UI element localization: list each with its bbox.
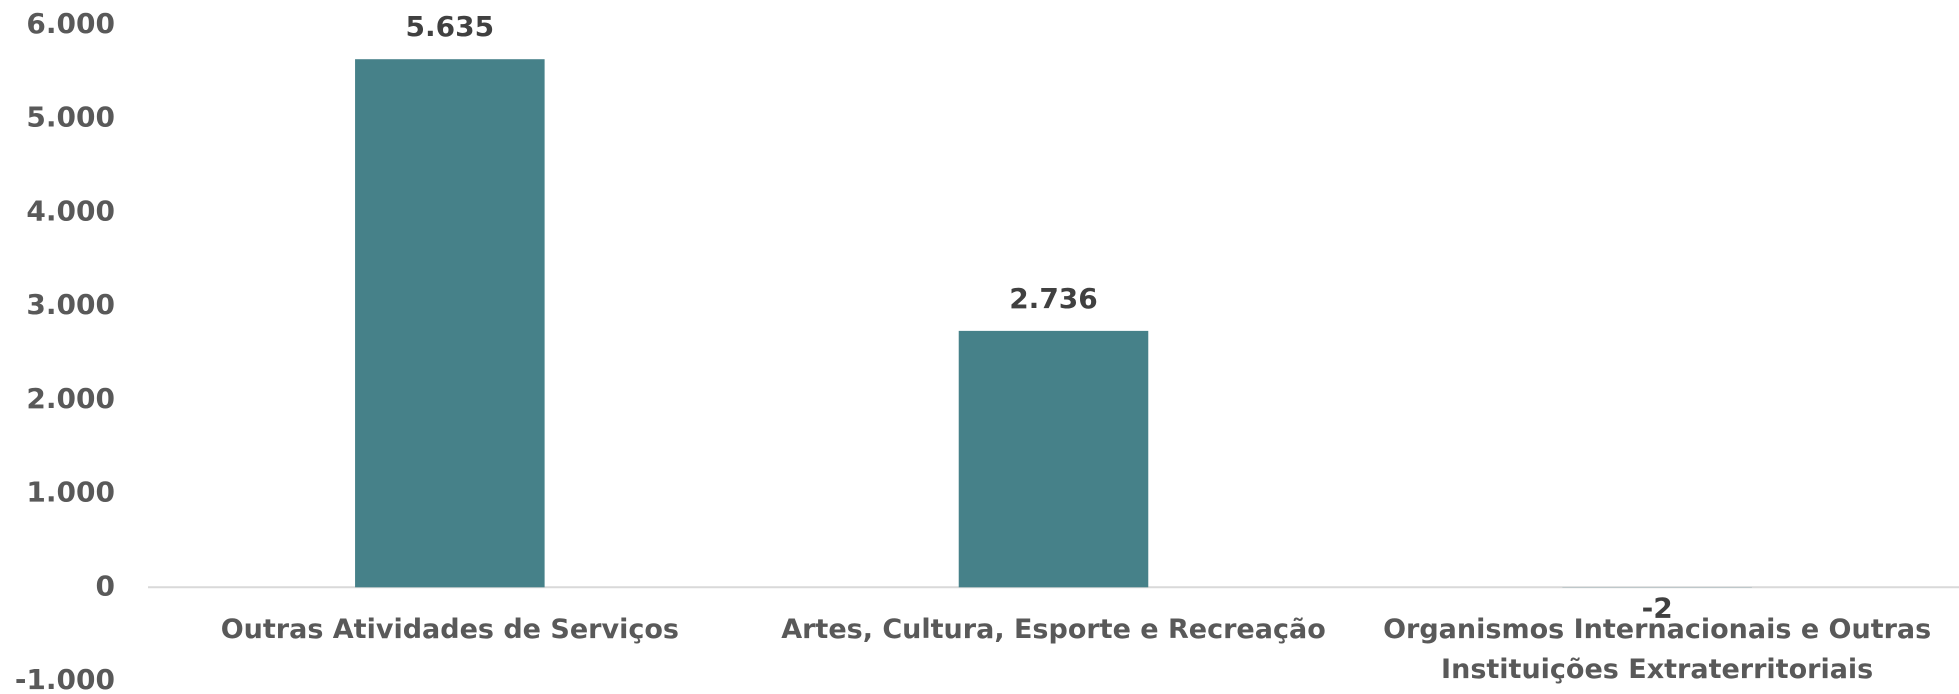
value-label: 5.635 xyxy=(406,10,495,43)
y-tick-label: 0 xyxy=(96,569,115,602)
y-tick-label: 3.000 xyxy=(26,288,115,321)
bar xyxy=(958,330,1149,588)
value-label: 2.736 xyxy=(1009,282,1098,315)
y-tick-label: 6.000 xyxy=(26,7,115,40)
y-tick-label: 5.000 xyxy=(26,101,115,134)
x-tick-label: Outras Atividades de Serviços xyxy=(220,614,679,645)
y-tick-label: -1.000 xyxy=(15,663,115,694)
bar xyxy=(355,59,545,588)
x-tick-label: Organismos Internacionais e Outras Insti… xyxy=(1383,614,1932,685)
y-tick-label: 4.000 xyxy=(26,194,115,227)
y-tick-label: 1.000 xyxy=(26,476,115,509)
x-tick-label: Artes, Cultura, Esporte e Recreação xyxy=(781,614,1326,645)
value-label: -2 xyxy=(1642,591,1673,624)
y-tick-label: 2.000 xyxy=(26,382,115,415)
